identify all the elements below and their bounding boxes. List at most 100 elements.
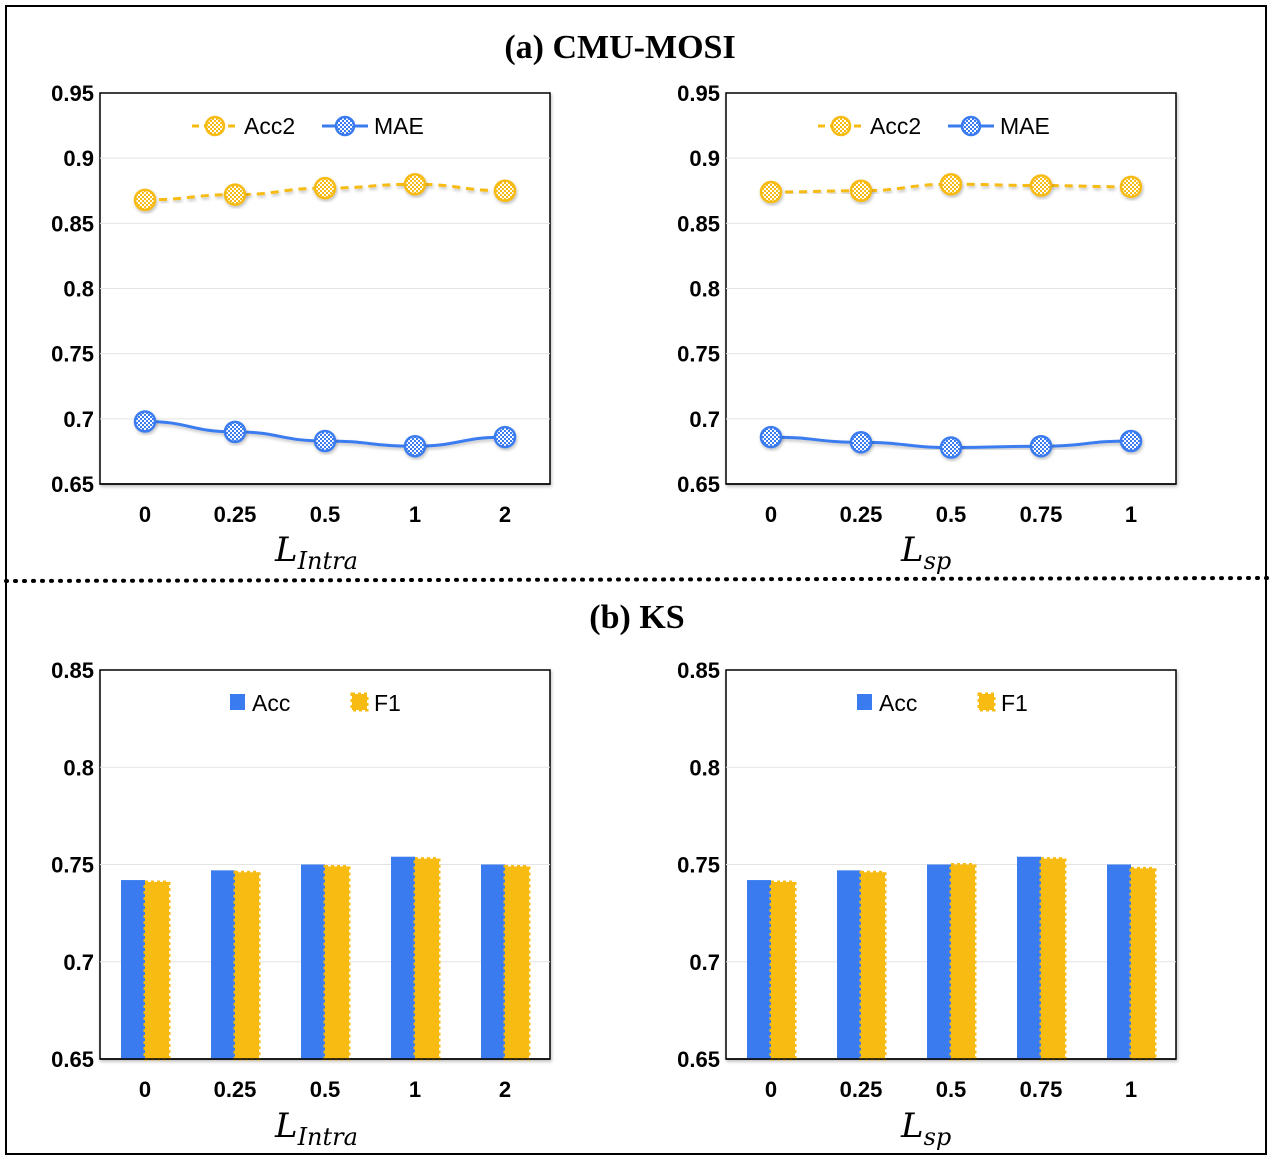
data-point-mae	[403, 434, 427, 458]
x-axis-label-main: L	[900, 1106, 924, 1146]
x-axis-label-main: L	[274, 530, 298, 570]
data-point-acc2	[759, 180, 783, 204]
series-line-acc2	[144, 182, 506, 202]
y-tick-label: 0.95	[51, 81, 94, 106]
data-point-acc2	[939, 172, 963, 196]
bar-acc	[1107, 864, 1131, 1059]
data-point-mae	[313, 429, 337, 453]
legend-marker-mae	[334, 115, 356, 137]
data-point-acc2	[1119, 175, 1143, 199]
chart-ks-sp: 0.65 0.7 0.75 0.8 0.85 0 0.25 0.5 0.75 1 Lsp Acc F1	[677, 658, 1177, 1151]
data-point-acc2	[1029, 174, 1053, 197]
legend-label-f1: F1	[1001, 690, 1028, 716]
x-tick-label: 0.75	[1020, 1077, 1063, 1102]
data-point-acc2	[403, 172, 427, 196]
data-point-acc2	[313, 176, 337, 200]
y-tick-label: 0.8	[689, 277, 720, 302]
legend-label-acc2: Acc2	[870, 113, 921, 139]
x-tick-label: 1	[1125, 502, 1137, 527]
series-line-acc2	[770, 182, 1132, 194]
legend-label-f1: F1	[374, 690, 401, 716]
data-point-mae	[849, 431, 873, 454]
y-tick-label: 0.65	[677, 1047, 720, 1072]
x-tick-label: 1	[409, 502, 421, 527]
x-tick-label: 2	[499, 502, 511, 527]
bar-acc	[927, 864, 951, 1059]
y-tick-label: 0.8	[63, 755, 94, 780]
legend-marker-acc2	[830, 115, 852, 137]
y-tick-label: 0.8	[63, 277, 94, 302]
legend-swatch-f1	[977, 692, 996, 712]
legend-label-acc: Acc	[879, 690, 917, 716]
y-tick-label: 0.75	[51, 853, 94, 878]
bar-f1	[413, 857, 441, 1061]
x-axis-label: LIntra	[274, 530, 358, 575]
y-tick-label: 0.9	[689, 146, 720, 171]
bar-acc	[481, 864, 505, 1059]
y-tick-label: 0.7	[689, 950, 720, 975]
x-tick-label: 0.5	[310, 502, 341, 527]
data-point-mae	[939, 436, 963, 459]
bar-acc	[747, 880, 771, 1059]
y-tick-label: 0.7	[689, 407, 720, 432]
y-tick-label: 0.85	[677, 211, 720, 236]
x-axis-label-main: L	[274, 1106, 298, 1146]
x-tick-label: 0.25	[840, 502, 883, 527]
bar-acc	[391, 856, 415, 1059]
x-tick-label: 0	[139, 1077, 151, 1102]
data-point-mae	[493, 425, 517, 449]
data-point-acc2	[223, 183, 247, 206]
x-tick-label: 0.25	[840, 1077, 883, 1102]
bar-acc	[837, 870, 861, 1059]
y-tick-label: 0.95	[677, 81, 720, 106]
y-tick-label: 0.8	[689, 755, 720, 780]
bar-acc	[211, 870, 235, 1059]
bar-f1	[233, 870, 261, 1061]
legend-marker-acc2	[204, 115, 226, 137]
legend-swatch-acc	[230, 694, 245, 710]
legend-label-mae: MAE	[374, 113, 424, 139]
data-point-acc2	[133, 188, 157, 212]
x-tick-label: 0.5	[310, 1077, 341, 1102]
bar-f1	[1129, 866, 1157, 1061]
chart-cmu-mosi-sp: 0.65 0.7 0.75 0.8 0.85 0.9 0.95 0 0.25 0.5 0.75 1 Ls…	[677, 81, 1177, 575]
y-tick-label: 0.75	[51, 342, 94, 367]
bar-acc	[301, 864, 325, 1059]
legend-swatch-acc	[857, 694, 872, 710]
x-tick-label: 0.5	[936, 1077, 967, 1102]
y-tick-label: 0.75	[677, 853, 720, 878]
data-point-acc2	[493, 179, 517, 202]
y-tick-label: 0.9	[63, 146, 94, 171]
y-tick-label: 0.65	[51, 1047, 94, 1072]
legend-marker-mae	[960, 115, 982, 137]
x-axis-label: Lsp	[900, 1106, 951, 1151]
data-point-mae	[223, 420, 247, 444]
y-tick-label: 0.7	[63, 950, 94, 975]
section-a-title: (a) CMU-MOSI	[504, 29, 735, 66]
data-point-mae	[133, 410, 157, 433]
section-b-title: (b) KS	[589, 599, 684, 636]
bar-f1	[859, 870, 887, 1061]
x-tick-label: 2	[499, 1077, 511, 1102]
x-tick-label: 1	[409, 1077, 421, 1102]
legend-label-acc: Acc	[252, 690, 290, 716]
x-tick-label: 0.25	[214, 1077, 257, 1102]
x-tick-label: 0	[765, 1077, 777, 1102]
x-tick-label: 0.75	[1020, 502, 1063, 527]
x-axis-label-sub: sp	[924, 547, 952, 575]
bar-f1	[1039, 857, 1067, 1061]
data-point-acc2	[849, 179, 873, 202]
x-tick-label: 0.5	[936, 502, 967, 527]
x-axis-label: Lsp	[900, 530, 951, 575]
bar-acc	[121, 880, 145, 1059]
x-tick-label: 0.25	[214, 502, 257, 527]
legend-label-mae: MAE	[1000, 113, 1050, 139]
y-tick-label: 0.65	[677, 472, 720, 497]
legend-label-acc2: Acc2	[244, 113, 295, 139]
x-tick-label: 0	[139, 502, 151, 527]
bar-f1	[143, 880, 171, 1061]
data-point-mae	[1119, 429, 1143, 453]
chart-ks-intra: 0.65 0.7 0.75 0.8 0.85 0 0.25 0.5 1 2 LIntra Acc F1	[51, 658, 551, 1151]
x-tick-label: 0	[765, 502, 777, 527]
